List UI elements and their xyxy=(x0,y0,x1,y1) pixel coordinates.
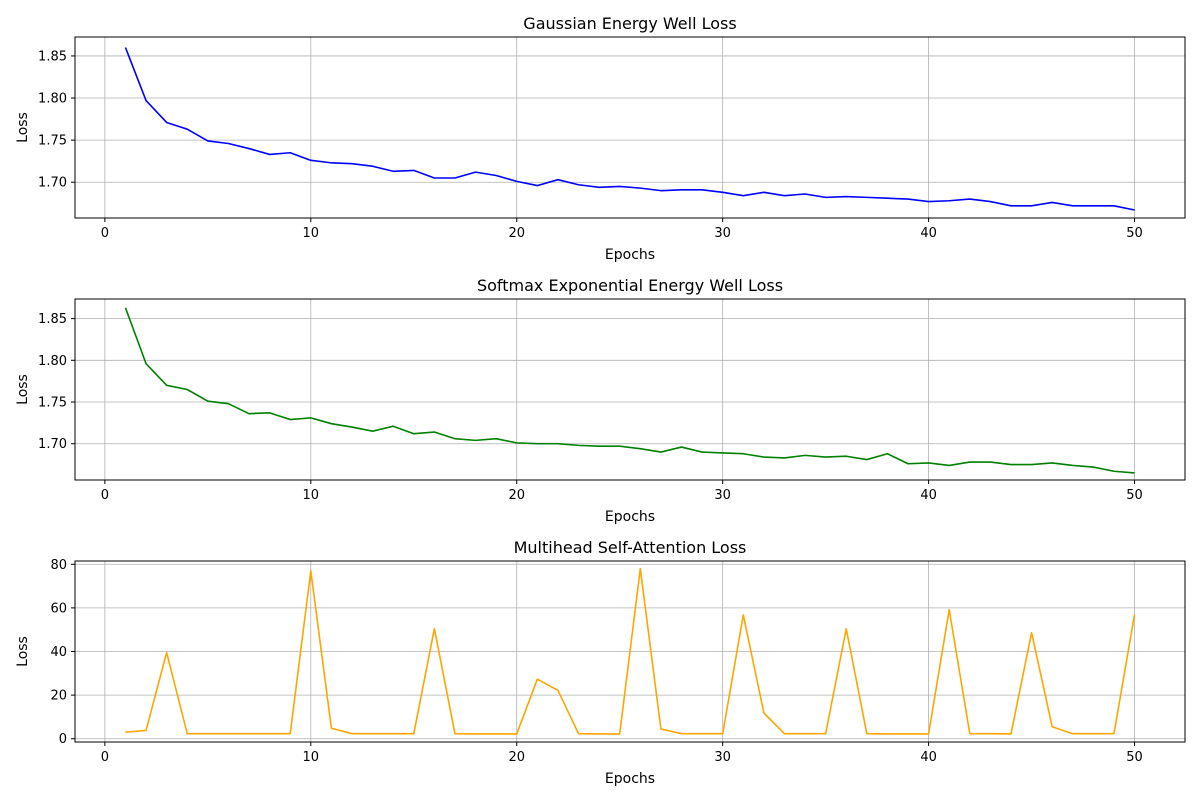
y-tick-label: 1.70 xyxy=(38,176,67,191)
x-tick-label: 10 xyxy=(303,488,320,503)
x-axis-label: Epochs xyxy=(605,247,655,263)
y-axis-label: Loss xyxy=(15,112,31,143)
x-tick-label: 20 xyxy=(508,488,525,503)
subplot-3: 0 10 20 30 40 50 0 20 40 60 80 Multihead Self-Atten… xyxy=(15,538,1186,787)
x-tick-label: 0 xyxy=(101,750,109,765)
x-tick-label: 50 xyxy=(1126,750,1143,765)
y-axis-label: Loss xyxy=(15,636,31,667)
series-line xyxy=(125,567,1136,735)
subplot-2: 0 10 20 30 40 50 1.70 1.75 1.80 1.85 Softmax Expon… xyxy=(15,276,1186,525)
x-tick-label: 10 xyxy=(303,750,320,765)
x-tick-label: 20 xyxy=(508,226,525,241)
x-axis-label: Epochs xyxy=(605,771,655,787)
x-tick-label: 50 xyxy=(1126,488,1143,503)
x-tick-label: 50 xyxy=(1126,226,1143,241)
subplot-1: 0 10 20 30 40 50 1.70 1.75 1.80 1.85 Gaussian Ener… xyxy=(15,14,1186,263)
plot-frame xyxy=(74,298,1186,481)
x-tick-label: 40 xyxy=(920,226,937,241)
y-tick-label: 80 xyxy=(50,558,67,573)
x-tick-label: 30 xyxy=(714,488,731,503)
x-axis-label: Epochs xyxy=(605,509,655,525)
y-tick-label: 60 xyxy=(50,601,67,616)
x-tick-label: 0 xyxy=(101,488,109,503)
x-tick-label: 30 xyxy=(714,226,731,241)
chart-title: Softmax Exponential Energy Well Loss xyxy=(477,276,783,295)
y-tick-label: 1.70 xyxy=(38,437,67,452)
y-tick-label: 1.75 xyxy=(38,134,67,149)
y-tick-label: 0 xyxy=(59,732,67,747)
y-tick-label: 1.80 xyxy=(38,92,67,107)
x-tick-label: 40 xyxy=(920,488,937,503)
x-tick-label: 10 xyxy=(303,226,320,241)
chart-title: Gaussian Energy Well Loss xyxy=(523,14,736,33)
y-axis-label: Loss xyxy=(15,374,31,405)
x-tick-label: 0 xyxy=(101,226,109,241)
series-line xyxy=(124,47,1135,211)
y-tick-label: 1.80 xyxy=(38,354,67,369)
y-tick-label: 1.85 xyxy=(38,49,67,64)
y-tick-label: 1.75 xyxy=(38,396,67,411)
x-tick-label: 40 xyxy=(920,750,937,765)
series-line xyxy=(124,307,1135,474)
y-tick-label: 1.85 xyxy=(38,312,67,327)
x-tick-label: 20 xyxy=(508,750,525,765)
chart-title: Multihead Self-Attention Loss xyxy=(514,538,747,557)
x-tick-label: 30 xyxy=(714,750,731,765)
y-tick-label: 40 xyxy=(50,645,67,660)
y-tick-label: 20 xyxy=(50,689,67,704)
plot-frame xyxy=(74,36,1186,219)
